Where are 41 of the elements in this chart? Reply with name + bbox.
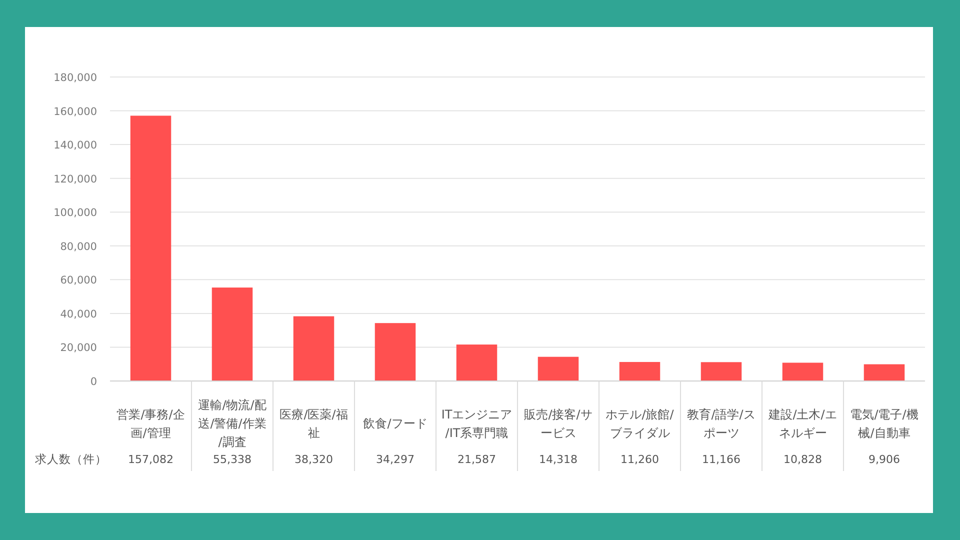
x-tick-label: 教育/語学/スポーツ [687, 407, 756, 440]
x-tick-label: 運輸/物流/配送/警備/作業/調査 [198, 398, 266, 449]
y-tick-label: 40,000 [60, 308, 97, 320]
y-tick-label: 120,000 [54, 173, 97, 186]
data-label: 55,338 [213, 453, 252, 466]
bar [864, 364, 905, 381]
x-tick-label: 建設/土木/エネルギー [768, 407, 837, 440]
data-label: 21,587 [458, 453, 496, 466]
data-label: 11,260 [620, 453, 659, 466]
y-tick-label: 180,000 [54, 72, 97, 84]
data-label: 34,297 [376, 453, 414, 466]
bar [619, 362, 660, 381]
y-tick-label: 160,000 [54, 106, 97, 118]
data-label: 157,082 [128, 453, 174, 466]
bar [374, 323, 416, 381]
data-label: 9,906 [868, 453, 900, 466]
bar [456, 344, 498, 381]
data-label: 38,320 [294, 453, 333, 466]
bar [700, 362, 742, 381]
y-tick-label: 100,000 [54, 207, 97, 220]
y-tick-label: 0 [90, 376, 97, 388]
y-tick-label: 80,000 [60, 240, 97, 253]
data-label: 10,828 [784, 453, 822, 466]
x-tick-label: 販売/接客/サービス [524, 407, 592, 440]
bar [130, 116, 172, 381]
x-tick-label: 飲食/フード [363, 416, 428, 430]
bar [293, 316, 334, 381]
x-tick-label: 営業/事務/企画/管理 [116, 407, 185, 440]
x-tick-label: ホテル/旅館/ブライダル [606, 407, 675, 440]
y-tick-label: 140,000 [54, 140, 97, 152]
x-tick-label: ITエンジニア/IT系専門職 [441, 407, 512, 440]
bar [538, 356, 579, 381]
bar [212, 288, 253, 381]
text: 求人数（件） [35, 452, 107, 466]
data-label: 14,318 [539, 453, 578, 466]
x-tick-label: 電気/電子/機械/自動車 [850, 407, 918, 440]
x-tick-label: 医療/医薬/福祉 [280, 407, 348, 440]
data-label: 11,166 [702, 453, 740, 466]
y-tick-label: 60,000 [60, 274, 97, 287]
y-tick-label: 20,000 [60, 342, 97, 354]
bar [782, 362, 824, 381]
